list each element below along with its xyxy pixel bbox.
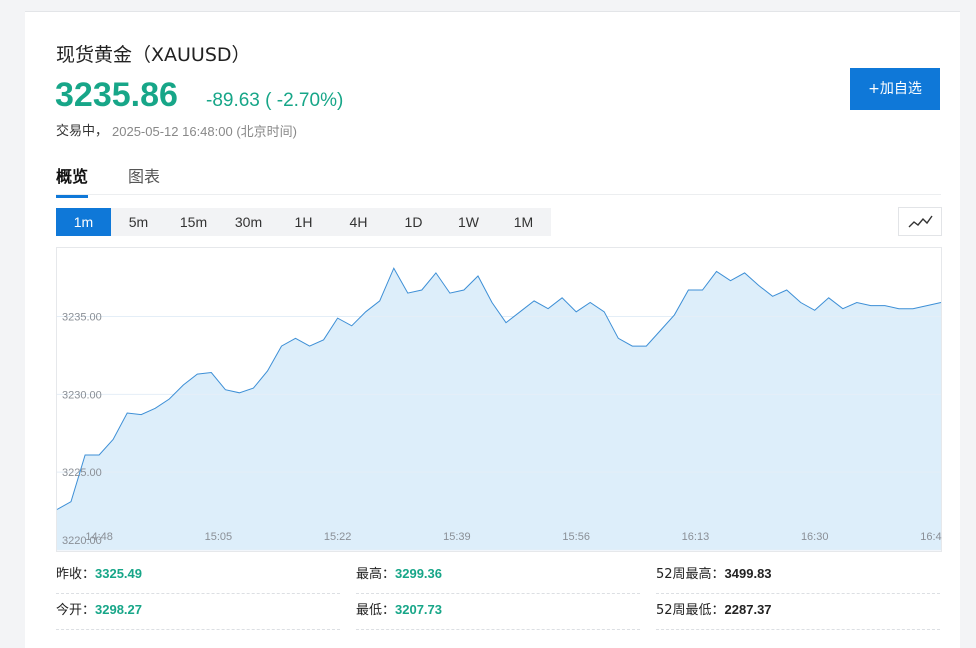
stat-item: 52周最高：3499.83: [656, 558, 940, 594]
stat-value: 2287.37: [724, 602, 772, 617]
stat-label: 52周最低：: [656, 603, 725, 618]
stat-label: 昨收：: [56, 567, 96, 582]
change: -89.63 ( -2.70%): [206, 90, 344, 111]
y-tick-label: 3225.00: [62, 467, 102, 479]
stat-item: 昨收：3325.49: [56, 558, 340, 594]
stat-value: 3298.27: [95, 602, 143, 617]
divider: [56, 194, 941, 195]
stat-item: 52周最低：2287.37: [656, 594, 940, 630]
tab[interactable]: 图表: [128, 167, 161, 186]
x-tick-label: 16:47: [920, 531, 942, 543]
stat-value: 3207.73: [395, 602, 443, 617]
x-tick-label: 15:39: [443, 531, 471, 543]
stat-label: 最低：: [356, 603, 396, 618]
stat-label: 今开：: [56, 603, 96, 618]
price: 3235.86: [55, 76, 178, 114]
stat-value: 3299.36: [395, 566, 443, 581]
x-tick-label: 15:56: [562, 531, 590, 543]
interval-button[interactable]: 1H: [294, 214, 313, 230]
x-tick-label: 16:13: [682, 531, 710, 543]
x-tick-label: 16:30: [801, 531, 829, 543]
interval-button[interactable]: 30m: [234, 214, 263, 230]
status: 交易中，: [56, 124, 109, 139]
interval-button[interactable]: 1D: [404, 214, 423, 230]
stat-item: 最低：3207.73: [356, 594, 640, 630]
y-tick-label: 3235.00: [62, 311, 102, 323]
line-icon: [908, 215, 933, 228]
interval-bar: 1m 5m 15m 30m 1H 4H 1D 1W 1M: [56, 208, 551, 236]
chart-type-button[interactable]: [898, 207, 942, 236]
price-line: [56, 267, 942, 510]
tabs: 概览 图表: [56, 163, 160, 198]
interval-button[interactable]: 1m: [56, 208, 111, 236]
stat-label: 52周最高：: [656, 567, 725, 582]
x-tick-label: 15:05: [205, 531, 233, 543]
y-tick-label: 3230.00: [62, 389, 102, 401]
stat-value: 3325.49: [95, 566, 143, 581]
interval-button[interactable]: 1W: [458, 214, 479, 230]
x-tick-label: 15:22: [324, 531, 352, 543]
stat-item: 今开：3298.27: [56, 594, 340, 630]
y-tick-label: 3220.00: [62, 535, 102, 547]
area: [57, 268, 941, 550]
interval-button[interactable]: 1M: [513, 214, 534, 230]
interval-button[interactable]: 15m: [179, 214, 208, 230]
timestamp: 2025-05-12 16:48:00 (北京时间): [112, 124, 297, 139]
stat-value: 3499.83: [724, 566, 772, 581]
stat-label: 最高：: [356, 567, 396, 582]
interval-button[interactable]: 4H: [349, 214, 368, 230]
interval-button[interactable]: 5m: [128, 214, 149, 230]
add-watchlist-button[interactable]: +加自选: [850, 68, 940, 110]
x-tick-label: 14:48: [85, 531, 113, 543]
chart: 3220.00 3225.00 3230.00 3235.00 14:48 15:05 15…: [56, 247, 942, 552]
stat-item: 最高：3299.36: [356, 558, 640, 594]
title: 现货黄金（XAUUSD）: [56, 44, 251, 66]
tab[interactable]: 概览: [56, 163, 89, 198]
